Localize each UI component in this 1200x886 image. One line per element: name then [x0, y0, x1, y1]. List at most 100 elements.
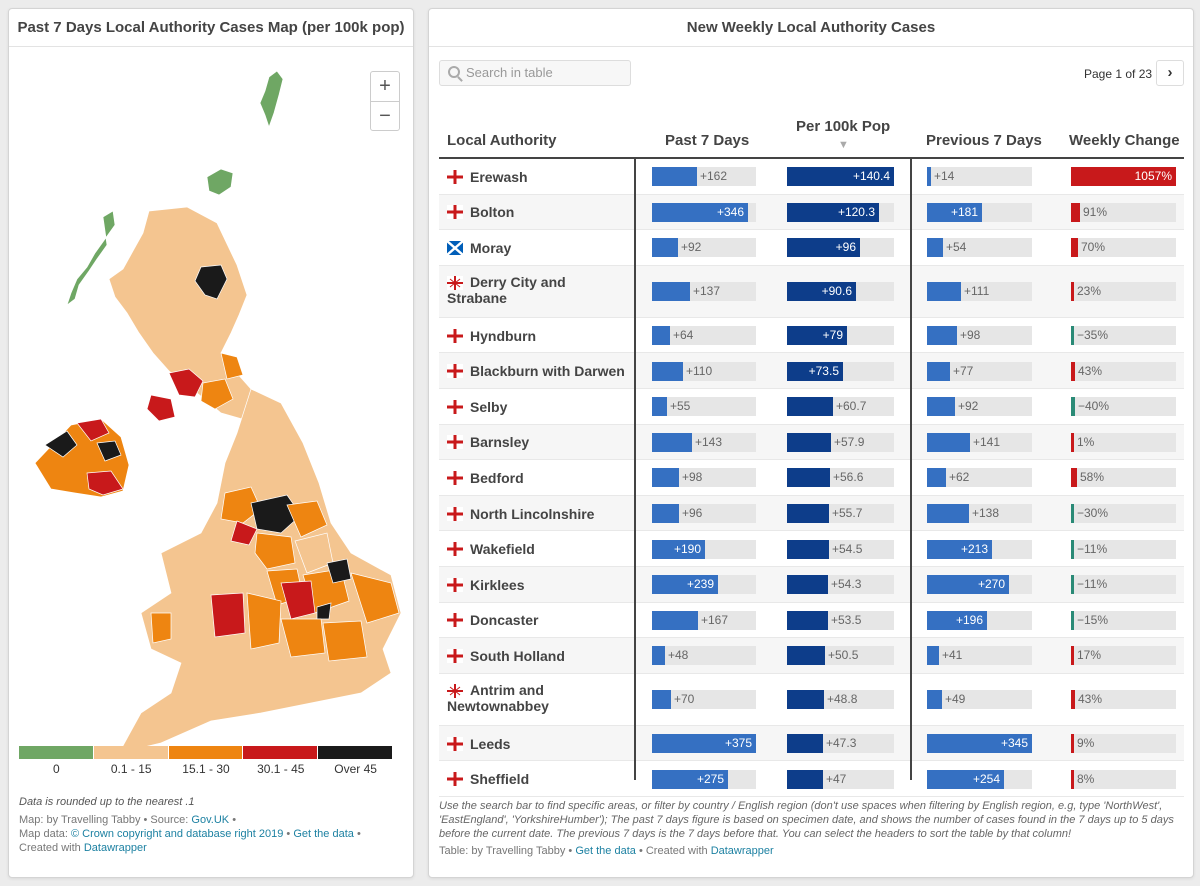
past-7-days-cell: +143 [439, 432, 1184, 452]
uk-choropleth-map[interactable] [11, 53, 411, 773]
past-7-days-fill [652, 432, 692, 452]
map-get-data-link[interactable]: Get the data [293, 828, 354, 840]
past-7-days-cell: +167 [439, 610, 1184, 630]
legend-label: 30.1 - 45 [257, 762, 305, 776]
past-7-days-fill [652, 397, 667, 417]
past-7-days-value: +70 [674, 692, 695, 707]
header-past-7-days[interactable]: Past 7 Days [665, 132, 750, 149]
table-row[interactable]: Moray +92 +96 +54 70% [439, 230, 1184, 266]
previous-7-days-cell: +111 [439, 282, 1184, 302]
weekly-change-bar: 70% [1071, 238, 1176, 258]
previous-7-days-fill [927, 238, 943, 258]
per-100k-fill [787, 539, 829, 559]
weekly-change-value: 58% [1080, 470, 1105, 485]
table-datawrapper-link[interactable]: Datawrapper [710, 845, 774, 857]
england-flag-icon [447, 364, 463, 379]
govuk-link[interactable]: Gov.UK [191, 814, 230, 826]
table-row[interactable]: Derry City and Strabane +137 +90.6 +111 23% [439, 265, 1184, 318]
weekly-change-cell: −11% [439, 539, 1184, 559]
weekly-change-cell: 43% [439, 361, 1184, 381]
per-100k-value: +54.5 [832, 541, 863, 556]
weekly-change-bar: 58% [1071, 468, 1176, 488]
authority-name: Barnsley [470, 434, 530, 451]
table-row[interactable]: Bedford +98 +56.6 +62 58% [439, 460, 1184, 496]
table-row[interactable]: Sheffield +275 +47 +254 8% [439, 761, 1184, 797]
table-row[interactable]: Hyndburn +64 +79 +98 −35% [439, 318, 1184, 354]
per-100k-fill [787, 575, 828, 595]
zoom-in-button[interactable]: + [379, 75, 391, 97]
map-notes: Data is rounded up to the nearest .1 Map… [19, 795, 361, 855]
past-7-days-fill [652, 610, 698, 630]
past-7-days-cell: +96 [439, 504, 1184, 524]
previous-7-days-bar: +196 [927, 610, 1032, 630]
past-7-days-value: +346 [716, 204, 744, 219]
authority-name: Wakefield [470, 541, 535, 558]
weekly-change-fill [1071, 769, 1074, 789]
previous-7-days-cell: +98 [439, 326, 1184, 346]
header-local-authority[interactable]: Local Authority [447, 132, 557, 149]
table-row[interactable]: Barnsley +143 +57.9 +141 1% [439, 424, 1184, 461]
search-input[interactable]: Search in table [439, 60, 631, 86]
table-row[interactable]: Antrim and Newtownabbey +70 +48.8 +49 43% [439, 674, 1184, 726]
table-row[interactable]: Doncaster +167 +53.5 +196 −15% [439, 603, 1184, 639]
next-page-button[interactable]: › [1156, 60, 1184, 86]
past-7-days-fill [652, 575, 718, 595]
past-7-days-bar: +98 [652, 468, 756, 488]
past-7-days-cell: +346 [439, 202, 1184, 222]
header-previous-7-days[interactable]: Previous 7 Days [926, 132, 1042, 149]
weekly-change-fill [1071, 690, 1075, 710]
weekly-change-bar: −40% [1071, 397, 1176, 417]
map-title: Past 7 Days Local Authority Cases Map (p… [9, 9, 413, 47]
england-flag-icon [447, 205, 463, 220]
per-100k-bar: +47.3 [787, 734, 894, 754]
past-7-days-value: +110 [686, 363, 713, 378]
per-100k-bar: +140.4 [787, 167, 894, 187]
table-row[interactable]: Leeds +375 +47.3 +345 9% [439, 725, 1184, 762]
table-row[interactable]: South Holland +48 +50.5 +41 17% [439, 638, 1184, 674]
weekly-change-cell: 43% [439, 690, 1184, 710]
england-flag-icon [447, 169, 463, 184]
table-row[interactable]: Erewash +162 +140.4 +14 1057% [439, 159, 1184, 195]
per-100k-value: +57.9 [834, 434, 865, 449]
per-100k-cell: +140.4 [439, 167, 1184, 187]
previous-7-days-value: +62 [949, 470, 970, 485]
per-100k-bar: +54.3 [787, 575, 894, 595]
past-7-days-cell: +275 [439, 769, 1184, 789]
weekly-change-fill [1071, 432, 1074, 452]
previous-7-days-bar: +141 [927, 432, 1032, 452]
past-7-days-value: +98 [682, 470, 703, 485]
table-row[interactable]: Kirklees +239 +54.3 +270 −11% [439, 567, 1184, 603]
table-get-data-link[interactable]: Get the data [575, 845, 636, 857]
crown-copyright-link[interactable]: © Crown copyright and database right 201… [70, 828, 284, 840]
table-row[interactable]: Selby +55 +60.7 +92 −40% [439, 389, 1184, 425]
weekly-change-bar: 91% [1071, 202, 1176, 222]
previous-7-days-bar: +14 [927, 167, 1032, 187]
per-100k-bar: +56.6 [787, 468, 894, 488]
map-datawrapper-link[interactable]: Datawrapper [83, 842, 147, 854]
per-100k-value: +47.3 [826, 736, 857, 751]
table-row[interactable]: Bolton +346 +120.3 +181 91% [439, 194, 1184, 231]
zoom-out-button[interactable]: − [371, 101, 399, 130]
weekly-change-bar: −30% [1071, 504, 1176, 524]
previous-7-days-value: +345 [1000, 736, 1028, 751]
previous-7-days-bar: +213 [927, 539, 1032, 559]
weekly-change-fill [1071, 504, 1074, 524]
weekly-change-fill [1071, 646, 1074, 666]
weekly-change-fill [1071, 397, 1075, 417]
per-100k-value: +56.6 [833, 470, 864, 485]
past-7-days-bar: +92 [652, 238, 756, 258]
header-weekly-change[interactable]: Weekly Change [1069, 132, 1180, 149]
table-row[interactable]: North Lincolnshire +96 +55.7 +138 −30% [439, 495, 1184, 532]
weekly-change-value: −30% [1077, 506, 1109, 521]
previous-7-days-cell: +181 [439, 202, 1184, 222]
header-per-100k[interactable]: Per 100k Pop ▼ [796, 118, 891, 151]
previous-7-days-bar: +54 [927, 238, 1032, 258]
weekly-change-value: 9% [1077, 736, 1095, 751]
authority-name: Erewash [470, 168, 528, 185]
weekly-change-bar: 8% [1071, 769, 1176, 789]
map-credit: Map: by Travelling Tabby • Source: [19, 814, 189, 826]
table-row[interactable]: Blackburn with Darwen +110 +73.5 +77 43% [439, 353, 1184, 389]
per-100k-fill [787, 468, 830, 488]
legend-label: 0.1 - 15 [110, 762, 152, 776]
table-row[interactable]: Wakefield +190 +54.5 +213 −11% [439, 531, 1184, 567]
